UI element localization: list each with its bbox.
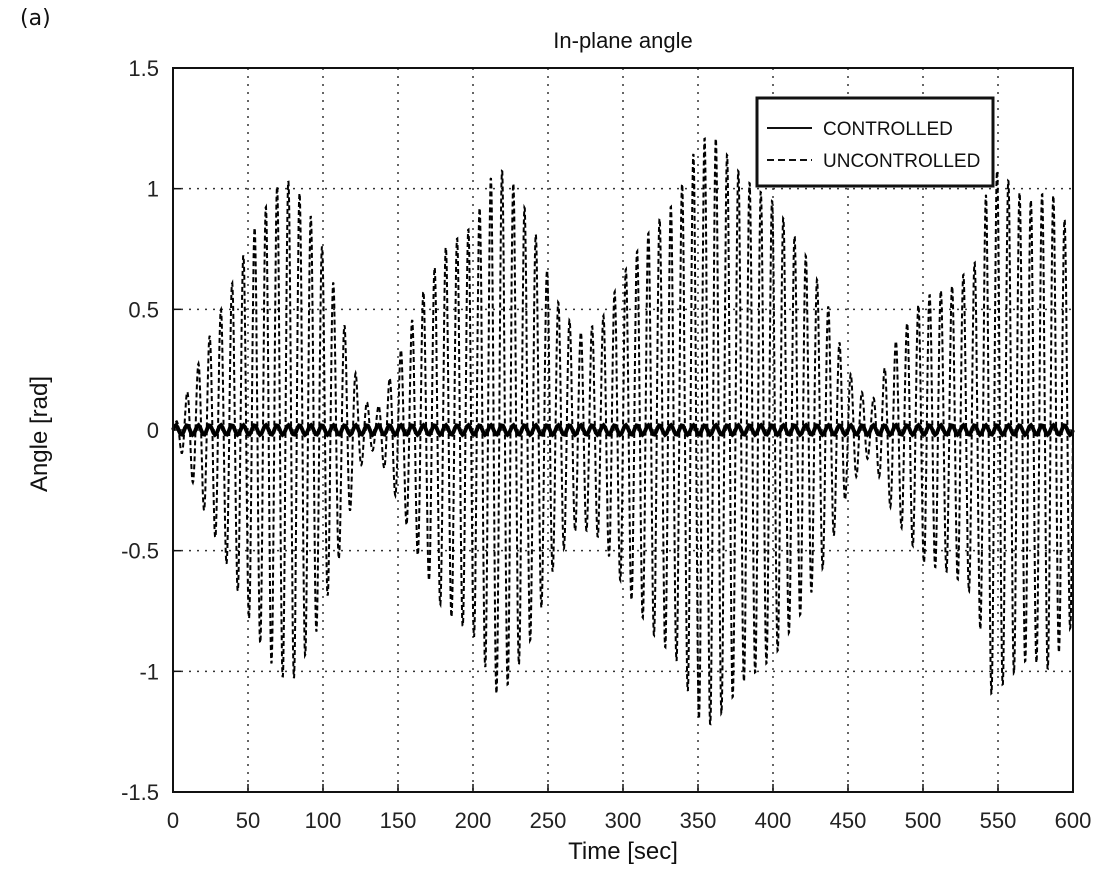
x-tick-label: 500 [905,808,942,833]
x-tick-label: 50 [236,808,260,833]
x-tick-label: 0 [167,808,179,833]
x-axis-label: Time [sec] [568,838,678,865]
y-tick-label: -1 [139,659,159,684]
legend-label-controlled: CONTROLLED [823,119,953,140]
x-tick-label: 600 [1055,808,1092,833]
x-tick-label: 300 [605,808,642,833]
series-layer [171,135,1075,726]
legend-box [755,96,995,188]
y-tick-label: 1 [147,177,159,202]
x-tick-label: 450 [830,808,867,833]
x-tick-label: 400 [755,808,792,833]
x-tick-label: 200 [455,808,492,833]
x-tick-label: 250 [530,808,567,833]
y-tick-label: -0.5 [121,539,159,564]
y-tick-label: 1.5 [128,56,159,81]
x-tick-label: 350 [680,808,717,833]
y-tick-label: 0.5 [128,297,159,322]
y-tick-label: -1.5 [121,780,159,805]
panel-label: (a) [20,6,51,31]
legend-label-uncontrolled: UNCONTROLLED [823,151,980,172]
x-tick-label: 100 [305,808,342,833]
y-tick-label: 0 [147,418,159,443]
series-controlled-line [171,422,1075,438]
x-tick-label: 550 [980,808,1017,833]
chart-title: In-plane angle [553,28,693,53]
plot-frame [172,67,1074,793]
legend: CONTROLLED UNCONTROLLED [755,96,995,188]
x-tick-label: 150 [380,808,417,833]
tick-labels: 0 50 100 150 200 250 300 350 400 450 500 550 600 1.5 1… [121,56,1091,833]
